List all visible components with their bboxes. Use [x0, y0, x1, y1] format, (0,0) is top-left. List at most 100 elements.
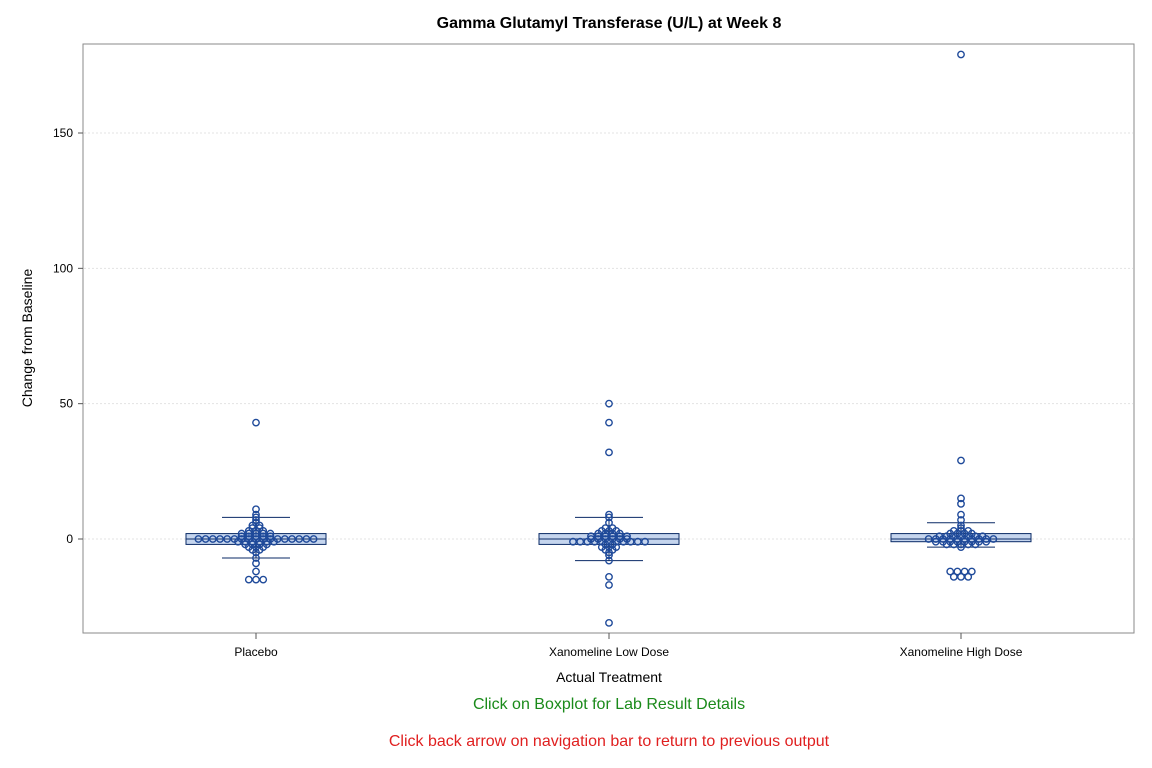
chart-title: Gamma Glutamyl Transferase (U/L) at Week…: [436, 15, 782, 32]
data-point: [949, 572, 958, 581]
y-axis-label: Change from Baseline: [19, 269, 35, 408]
grid-layer: [84, 132, 1133, 540]
data-point: [924, 535, 933, 543]
data-point: [248, 537, 257, 546]
data-point: [626, 537, 635, 546]
data-point: [302, 535, 311, 543]
data-point: [252, 548, 260, 557]
data-point: [605, 518, 613, 527]
data-point: [309, 535, 318, 543]
data-point: [641, 537, 649, 546]
data-point: [964, 526, 973, 535]
data-point: [967, 567, 976, 576]
data-point: [619, 537, 628, 546]
data-point: [201, 535, 210, 543]
data-point: [569, 537, 577, 546]
data-point: [957, 543, 965, 552]
data-point: [957, 526, 965, 535]
data-point: [266, 532, 275, 541]
y-tick-label: 100: [53, 261, 73, 275]
data-point: [237, 529, 246, 538]
data-point: [601, 532, 610, 541]
data-point: [244, 529, 253, 538]
data-point: [978, 532, 987, 541]
data-point: [280, 535, 289, 543]
data-point: [953, 567, 962, 576]
y-axis: 0 50 100 150: [53, 126, 83, 546]
data-point: [957, 524, 965, 533]
navigation-note: Click back arrow on navigation bar to re…: [388, 733, 830, 750]
x-tick-label: Xanomeline High Dose: [900, 645, 1023, 659]
data-point: [935, 532, 944, 541]
data-point: [587, 532, 595, 541]
data-point: [241, 537, 250, 546]
data-point: [252, 505, 260, 514]
data-point: [605, 556, 613, 565]
x-axis: Placebo Xanomeline Low Dose Xanomeline Hig…: [234, 633, 1023, 659]
data-point: [957, 494, 965, 503]
data-point: [594, 532, 603, 541]
data-point: [605, 513, 613, 522]
data-point: [234, 537, 242, 546]
x-tick-label: Xanomeline Low Dose: [549, 645, 669, 659]
data-point: [964, 540, 973, 549]
data-point: [957, 572, 965, 581]
data-point: [208, 535, 217, 543]
x-axis-label: Actual Treatment: [556, 669, 662, 685]
data-point: [957, 50, 965, 59]
data-point: [605, 510, 613, 519]
data-point: [252, 554, 260, 562]
data-point: [605, 551, 613, 560]
data-point: [252, 510, 260, 519]
data-point: [989, 535, 998, 543]
data-point: [957, 516, 965, 524]
x-tick-label: Placebo: [234, 645, 278, 659]
data-point: [216, 535, 224, 543]
boxplot-1[interactable]: [185, 418, 327, 584]
boxplot-layer: [185, 50, 1032, 627]
data-point: [244, 575, 253, 584]
y-tick-label: 0: [66, 532, 73, 546]
data-point: [957, 521, 965, 530]
data-point: [248, 524, 257, 533]
y-tick-label: 50: [60, 397, 74, 411]
data-point: [931, 537, 940, 546]
boxplot-2[interactable]: [538, 399, 680, 627]
data-point: [608, 524, 617, 533]
data-point: [259, 575, 268, 584]
data-point: [982, 537, 991, 546]
data-point: [605, 619, 613, 627]
data-point: [957, 510, 965, 519]
data-point: [949, 526, 958, 535]
data-point: [259, 532, 268, 541]
data-point: [605, 399, 613, 408]
data-point: [252, 567, 260, 576]
data-point: [942, 540, 951, 549]
data-point: [252, 513, 260, 522]
data-point: [605, 448, 613, 457]
data-point: [605, 548, 613, 557]
data-point: [583, 537, 592, 546]
data-point: [576, 537, 585, 546]
data-point: [252, 559, 260, 568]
data-point: [262, 537, 271, 546]
data-point: [223, 535, 232, 543]
data-point: [957, 499, 965, 508]
data-point: [590, 537, 599, 546]
y-tick-label: 150: [53, 126, 73, 140]
data-point: [252, 575, 260, 584]
data-point: [964, 572, 973, 581]
data-point: [608, 532, 617, 541]
data-point: [259, 529, 268, 538]
data-point: [601, 524, 610, 533]
data-point: [194, 535, 203, 543]
data-point: [288, 535, 296, 543]
data-point: [252, 418, 260, 427]
data-point: [623, 532, 631, 541]
data-point: [255, 524, 264, 533]
data-point: [252, 529, 260, 538]
boxplot-3[interactable]: [890, 50, 1032, 581]
boxplot-details-note: Click on Boxplot for Lab Result Details: [472, 696, 746, 713]
data-point: [252, 532, 260, 541]
data-point: [949, 540, 958, 549]
